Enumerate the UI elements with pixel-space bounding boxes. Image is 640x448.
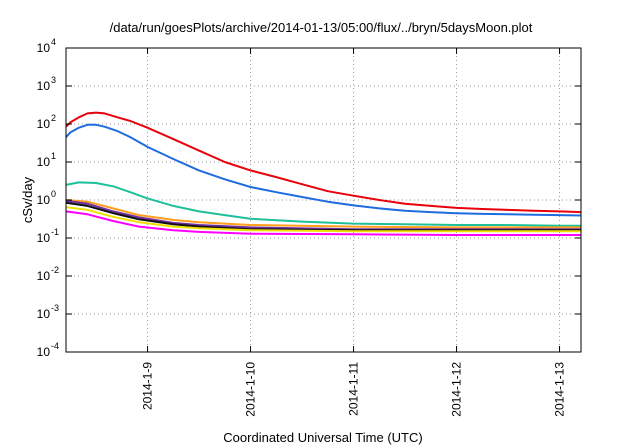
series-line-8 [65, 210, 581, 236]
y-axis-label: cSv/day [20, 176, 35, 223]
y-tick-exponent: 2 [51, 113, 56, 123]
series-line-7 [65, 206, 581, 233]
chart-title: /data/run/goesPlots/archive/2014-01-13/0… [110, 20, 533, 35]
series-line-4 [65, 199, 581, 229]
y-tick-exponent: 1 [51, 151, 56, 161]
y-tick-exponent: -2 [51, 265, 59, 275]
y-tick-label: 10 [37, 193, 51, 207]
series-line-1 [65, 111, 582, 214]
y-tick-label: 10 [37, 79, 51, 93]
x-tick-label: 2014-1-10 [244, 362, 258, 417]
y-tick-exponent: -1 [51, 227, 59, 237]
y-tick-exponent: -4 [51, 341, 59, 351]
y-tick-label: 10 [37, 269, 51, 283]
x-tick-label: 2014-1-13 [553, 362, 567, 417]
y-tick-exponent: 4 [51, 37, 56, 47]
y-tick-exponent: 3 [51, 75, 56, 85]
x-tick-label: 2014-1-9 [141, 362, 155, 410]
y-tick-label: 10 [37, 307, 51, 321]
y-tick-label: 10 [37, 117, 51, 131]
grid [66, 48, 581, 352]
x-axis-label: Coordinated Universal Time (UTC) [223, 430, 422, 445]
y-tick-exponent: 0 [51, 189, 56, 199]
series-line-2 [65, 123, 582, 217]
series-line-6 [65, 201, 581, 232]
y-tick-label: 10 [37, 155, 51, 169]
x-axis-ticks: 2014-1-9 2014-1-10 2014-1-11 2014-1-12 2014-… [141, 48, 567, 417]
y-tick-label: 10 [37, 231, 51, 245]
x-tick-label: 2014-1-11 [347, 362, 361, 416]
series-line-3 [65, 181, 581, 227]
x-tick-label: 2014-1-12 [450, 362, 464, 417]
y-tick-label: 10 [37, 41, 51, 55]
series-group [65, 111, 582, 236]
y-tick-label: 10 [37, 345, 51, 359]
y-tick-exponent: -3 [51, 303, 59, 313]
